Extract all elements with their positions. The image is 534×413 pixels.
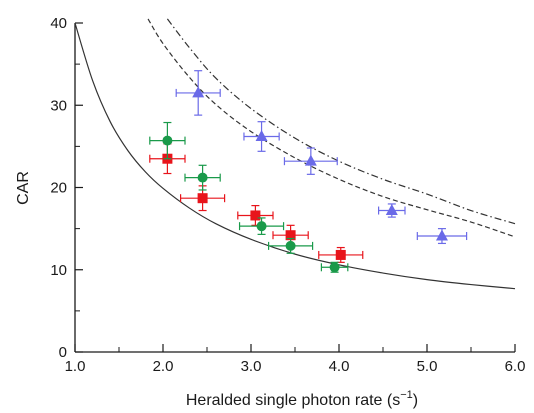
- data-point-triangle: [175, 70, 221, 116]
- x-axis-title: Heralded single photon rate (s−1): [186, 389, 418, 409]
- data-point-circle: [320, 261, 349, 273]
- data-point-triangle: [283, 147, 338, 175]
- data-point-triangle: [416, 228, 468, 245]
- circle-marker: [329, 262, 340, 273]
- y-axis-title: CAR: [15, 171, 32, 205]
- triangle-marker: [192, 86, 205, 98]
- triangle-marker: [255, 130, 268, 142]
- square-marker: [250, 210, 261, 221]
- y-tick-label: 40: [50, 15, 67, 32]
- data-point-triangle: [378, 203, 406, 218]
- circle-marker: [256, 221, 267, 232]
- data-point-square: [318, 246, 364, 263]
- triangle-marker: [304, 154, 317, 166]
- fit-curves: [74, 18, 516, 290]
- circle-marker: [197, 172, 208, 183]
- circle-marker: [162, 135, 173, 146]
- x-tick-label: 6.0: [505, 358, 526, 375]
- x-axis-title-main: Heralded single photon rate (s: [186, 392, 400, 409]
- x-tick-label: 4.0: [329, 358, 350, 375]
- square-marker: [285, 230, 296, 241]
- data-points: [149, 70, 468, 273]
- data-point-square: [237, 204, 274, 226]
- triangle-marker: [385, 204, 398, 216]
- y-tick-label: 10: [50, 262, 67, 279]
- data-point-square: [180, 185, 226, 212]
- square-marker: [197, 193, 208, 204]
- y-tick-label: 30: [50, 97, 67, 114]
- square-marker: [335, 249, 346, 260]
- data-point-circle: [268, 237, 314, 254]
- data-point-triangle: [243, 121, 280, 152]
- data-point-circle: [149, 121, 186, 160]
- data-point-circle: [184, 164, 221, 191]
- fit-curve-dashed: [147, 18, 516, 238]
- circle-marker: [285, 240, 296, 251]
- fit-curve-dashdot: [166, 18, 516, 225]
- x-tick-label: 5.0: [417, 358, 438, 375]
- triangle-marker: [435, 229, 448, 241]
- x-tick-label: 3.0: [241, 358, 262, 375]
- y-tick-label: 20: [50, 180, 67, 197]
- y-tick-label: 0: [59, 344, 67, 361]
- fit-curve-solid: [74, 22, 516, 290]
- x-tick-label: 1.0: [65, 358, 86, 375]
- x-tick-label: 2.0: [153, 358, 174, 375]
- data-point-circle: [238, 217, 285, 235]
- x-axis-title-close: ): [413, 392, 418, 409]
- axes: 1.0 2.0 3.0 4.0 5.0 6.0 0 10 20 30 40: [50, 15, 525, 375]
- x-axis-title-sup: −1: [400, 389, 413, 401]
